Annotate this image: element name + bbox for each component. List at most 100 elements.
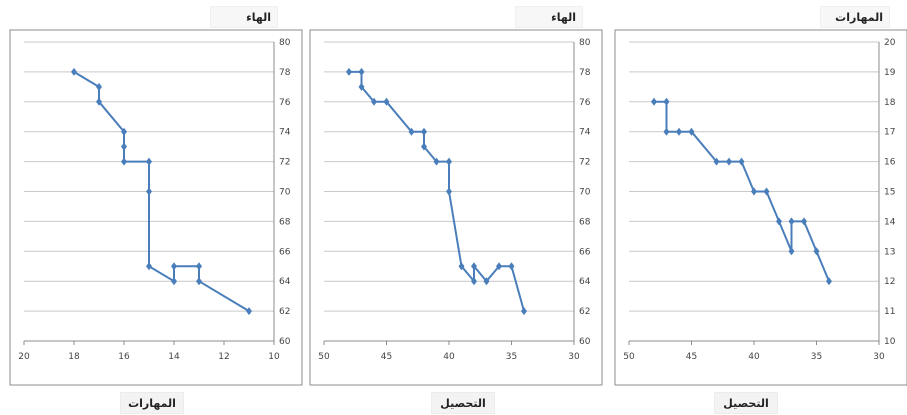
y-tick-label: 13 [884,247,895,257]
y-tick-label: 76 [279,98,291,108]
chart-frame [9,29,303,386]
y-tick-label: 72 [279,158,290,168]
data-point [383,97,390,106]
x-tick-label: 30 [568,352,580,362]
y-tick-label: 76 [579,98,591,108]
x-tick-label: 35 [506,352,517,362]
chart-1-svg: 80 78 76 74 72 70 68 66 64 62 60 20 18 16 14 12 10 [9,29,303,386]
y-tick-label: 80 [579,38,591,48]
data-point [171,277,177,286]
data-point [688,127,695,136]
data-point [446,187,452,196]
data-point [483,277,490,286]
chart-frame [614,29,907,386]
data-point [433,157,440,166]
chart-3-title: المهارات [820,6,890,28]
y-tick-label: 74 [279,128,291,138]
chart-3-xlabel: التحصيل [714,392,778,414]
data-point [146,187,152,196]
y-tick-label: 17 [884,128,895,138]
data-point [676,127,682,136]
data-point [726,157,732,166]
y-tick-label: 78 [279,68,291,78]
data-point [738,157,745,166]
y-tick-label: 10 [884,337,896,347]
y-tick-label: 64 [579,277,591,287]
data-point [471,262,477,271]
y-tick-label: 74 [579,128,591,138]
data-point [421,142,427,151]
series-line [73,71,250,312]
y-tick-label: 14 [884,217,896,227]
data-point [71,67,77,76]
data-point [121,127,127,136]
y-tick-label: 12 [884,277,895,287]
data-point [246,307,252,316]
data-point [663,127,670,136]
chart-frame [309,29,603,386]
x-tick-label: 12 [218,352,229,362]
chart-2-svg: 80 78 76 74 72 70 68 66 64 62 60 50 45 40 35 30 [309,29,603,386]
data-point [801,217,807,226]
y-tick-label: 80 [279,38,291,48]
data-point [121,157,127,166]
chart-1-xlabel: المهارات [120,392,184,414]
x-tick-label: 50 [318,352,330,362]
data-point [826,277,832,286]
data-point [471,277,477,286]
y-tick-label: 78 [579,68,591,78]
series-line [349,70,525,312]
data-point [788,217,795,226]
data-point [358,67,365,76]
y-tick-label: 68 [279,217,291,227]
y-tick-label: 19 [884,68,896,78]
chart-panel-2: الهاء 80 78 76 74 72 70 68 66 64 62 60 50 45 40 35 30 ا… [305,0,605,414]
x-tick-label: 45 [686,352,697,362]
x-tick-label: 30 [873,352,885,362]
data-point [813,247,820,256]
series-line [654,100,830,282]
data-point [521,307,527,316]
y-tick-label: 11 [884,307,895,317]
x-tick-label: 40 [443,352,455,362]
data-point [776,217,782,226]
data-point [371,97,377,106]
y-tick-label: 70 [579,188,591,198]
chart-panel-3: المهارات 20 19 18 17 16 15 14 13 12 11 10 50 45 40 35 3… [610,0,907,414]
x-tick-label: 14 [168,352,180,362]
x-tick-label: 45 [381,352,392,362]
y-tick-label: 64 [279,277,291,287]
chart-1-title: الهاء [210,6,278,28]
x-tick-label: 16 [118,352,130,362]
y-tick-label: 60 [579,337,591,347]
data-point [146,262,152,271]
data-point [496,262,502,271]
x-tick-label: 35 [811,352,822,362]
y-tick-label: 62 [279,307,290,317]
data-point [421,127,427,136]
data-point [788,247,795,256]
chart-panel-1: الهاء 80 78 76 74 72 70 68 66 64 62 60 20 18 16 14 12 10… [0,0,303,414]
y-tick-label: 16 [884,158,896,168]
y-tick-label: 72 [579,158,590,168]
data-point [751,187,757,196]
data-point [121,142,127,151]
data-point [96,97,102,106]
data-point [358,82,365,91]
data-point [663,97,670,106]
x-tick-label: 50 [623,352,635,362]
data-point [458,262,465,271]
y-tick-label: 20 [884,38,896,48]
x-tick-label: 18 [68,352,80,362]
x-tick-label: 20 [18,352,30,362]
data-point [196,262,202,271]
y-tick-label: 60 [279,337,291,347]
y-tick-label: 66 [579,247,591,257]
x-tick-label: 10 [268,352,280,362]
y-tick-label: 68 [579,217,591,227]
x-tick-label: 40 [748,352,760,362]
chart-2-xlabel: التحصيل [431,392,495,414]
data-point [346,67,352,76]
data-point [408,127,415,136]
chart-3-svg: 20 19 18 17 16 15 14 13 12 11 10 50 45 40 35 30 [614,29,907,386]
